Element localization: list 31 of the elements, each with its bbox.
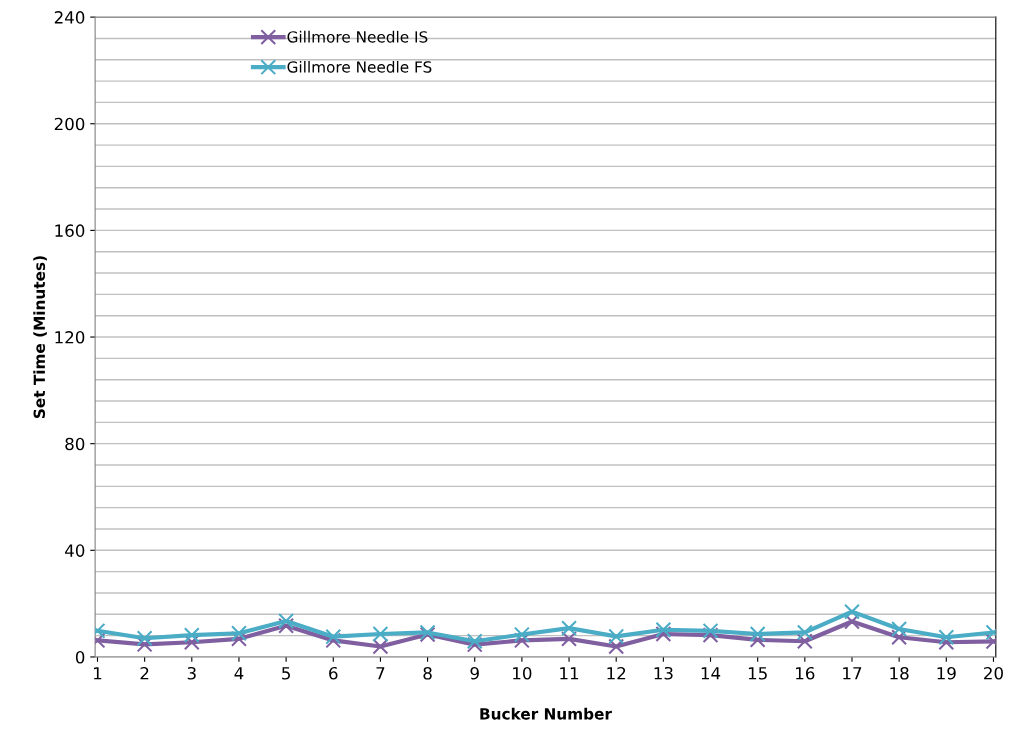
- x-tick-label: 6: [329, 666, 338, 680]
- x-tick-label: 5: [282, 667, 290, 680]
- y-tick-label: 120: [55, 330, 85, 344]
- y-tick-label: 0: [75, 650, 85, 664]
- y-tick-label: 200: [54, 117, 85, 131]
- x-tick-label: 18: [890, 666, 909, 680]
- x-tick-label: 11: [560, 667, 579, 680]
- x-tick-label: 10: [513, 666, 532, 680]
- x-tick-label: 3: [187, 666, 196, 680]
- x-tick-label: 2: [140, 666, 149, 680]
- x-tick-label: 13: [654, 666, 673, 680]
- x-tick-label: 17: [843, 667, 862, 680]
- x-tick-label: 16: [796, 666, 815, 680]
- y-tick-label: 80: [65, 437, 85, 451]
- x-tick-label: 14: [701, 667, 721, 680]
- legend-label: Gillmore Needle FS: [287, 60, 432, 73]
- x-axis-title: Bucker Number: [480, 707, 612, 720]
- x-tick-label: 7: [376, 667, 385, 680]
- x-tick-label: 1: [94, 667, 102, 680]
- x-tick-label: 8: [423, 666, 432, 680]
- x-tick-label: 12: [607, 666, 626, 680]
- y-axis-title: Set Time (Minutes): [33, 256, 47, 419]
- legend-label: Gillmore Needle IS: [287, 30, 428, 43]
- x-tick-label: 19: [937, 666, 956, 680]
- x-tick-label: 9: [470, 666, 479, 680]
- x-tick-label: 20: [984, 666, 1003, 680]
- x-tick-label: 15: [748, 667, 767, 680]
- y-tick-label: 40: [65, 544, 85, 557]
- x-tick-label: 4: [234, 667, 244, 680]
- y-tick-label: 160: [55, 224, 85, 237]
- y-tick-label: 240: [54, 11, 85, 24]
